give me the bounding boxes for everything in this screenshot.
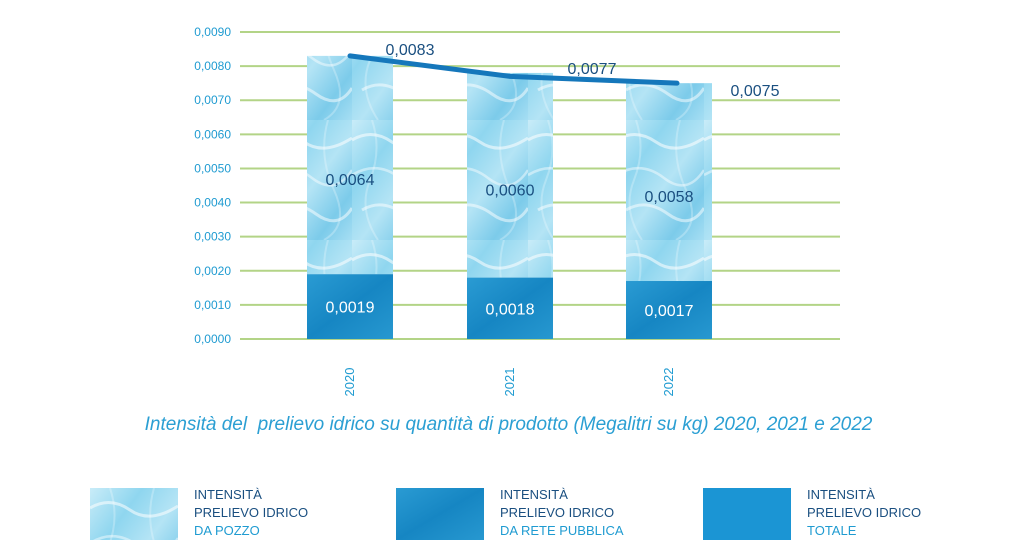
y-tick-label: 0,0030 xyxy=(194,230,231,244)
bar-label-rete-pubblica: 0,0017 xyxy=(645,303,694,320)
legend-line2: PRELIEVO IDRICO xyxy=(194,505,309,520)
chart-plot: 0,0000 0,0010 0,0020 0,0030 0,0040 0,0050 0,00… xyxy=(194,25,840,397)
legend-line2: PRELIEVO IDRICO xyxy=(807,505,922,520)
line-label-totale: 0,0077 xyxy=(568,61,617,78)
line-label-totale: 0,0075 xyxy=(731,83,780,100)
y-tick-label: 0,0060 xyxy=(194,127,231,141)
legend-swatch-totale xyxy=(703,488,791,540)
bar-rete-pubblica xyxy=(626,281,712,339)
bar-rete-pubblica xyxy=(467,277,553,339)
legend-line1: INTENSITÀ xyxy=(807,487,875,502)
y-tick-label: 0,0090 xyxy=(194,25,231,39)
y-tick-label: 0,0070 xyxy=(194,93,231,107)
series-line-totale xyxy=(347,53,680,86)
line-label-totale: 0,0083 xyxy=(386,42,435,59)
x-tick-label: 2021 xyxy=(502,368,517,397)
bar-label-pozzo: 0,0060 xyxy=(486,182,535,199)
y-tick-label: 0,0020 xyxy=(194,264,231,278)
legend-line3: DA RETE PUBBLICA xyxy=(500,523,624,538)
legend-swatch-pozzo xyxy=(90,488,178,540)
bar-label-pozzo: 0,0058 xyxy=(645,189,694,206)
legend-line3: DA POZZO xyxy=(194,523,260,538)
x-tick-label: 2020 xyxy=(342,368,357,397)
legend-swatch-rete-pubblica xyxy=(396,488,484,540)
bar-label-rete-pubblica: 0,0018 xyxy=(486,301,535,318)
chart-title: Intensità del prelievo idrico su quantit… xyxy=(144,414,873,435)
y-tick-label: 0,0040 xyxy=(194,196,231,210)
legend-line1: INTENSITÀ xyxy=(500,487,568,502)
y-tick-label: 0,0010 xyxy=(194,298,231,312)
bar-pozzo xyxy=(626,83,712,282)
y-tick-label: 0,0080 xyxy=(194,59,231,73)
legend-line3: TOTALE xyxy=(807,523,857,538)
legend-line2: PRELIEVO IDRICO xyxy=(500,505,615,520)
bar-pozzo xyxy=(307,55,393,275)
bar-label-pozzo: 0,0064 xyxy=(326,172,375,189)
bar-rete-pubblica xyxy=(307,274,393,339)
y-tick-label: 0,0050 xyxy=(194,161,231,175)
y-tick-label: 0,0000 xyxy=(194,332,231,346)
bar-label-rete-pubblica: 0,0019 xyxy=(326,300,375,317)
legend-line1: INTENSITÀ xyxy=(194,487,262,502)
x-tick-label: 2022 xyxy=(661,368,676,397)
bar-pozzo xyxy=(467,72,553,278)
